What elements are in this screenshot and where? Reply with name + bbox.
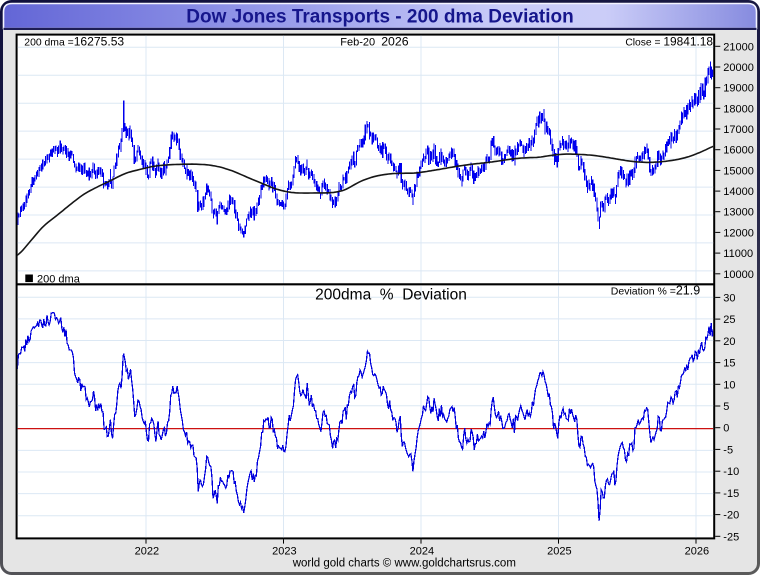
svg-text:17000: 17000 <box>723 124 754 136</box>
svg-text:0: 0 <box>723 423 729 435</box>
svg-text:2023: 2023 <box>272 546 296 558</box>
svg-text:25: 25 <box>723 314 735 326</box>
svg-text:-5: -5 <box>723 444 733 456</box>
svg-text:10000: 10000 <box>723 269 754 281</box>
svg-text:-25: -25 <box>723 531 739 543</box>
svg-text:2024: 2024 <box>410 546 434 558</box>
svg-text:Dow Jones Transports - 200 dma: Dow Jones Transports - 200 dma Deviation <box>186 6 574 27</box>
svg-text:200dma % Deviation: 200dma % Deviation <box>315 287 467 304</box>
svg-text:30: 30 <box>723 292 735 304</box>
svg-text:2022: 2022 <box>135 546 159 558</box>
svg-text:15: 15 <box>723 358 735 370</box>
svg-text:14000: 14000 <box>723 186 754 198</box>
svg-text:20: 20 <box>723 336 735 348</box>
svg-text:200 dma =16275.53: 200 dma =16275.53 <box>24 35 124 49</box>
svg-text:2025: 2025 <box>547 546 571 558</box>
svg-text:Deviation % =21.9: Deviation % =21.9 <box>611 284 700 298</box>
svg-text:15000: 15000 <box>723 165 754 177</box>
svg-text:19000: 19000 <box>723 83 754 95</box>
svg-text:world gold charts © www.goldch: world gold charts © www.goldchartsrus.co… <box>292 558 516 570</box>
svg-text:16000: 16000 <box>723 145 754 157</box>
svg-text:Feb-20 2026: Feb-20 2026 <box>340 34 408 48</box>
svg-text:11000: 11000 <box>723 248 753 260</box>
svg-text:20000: 20000 <box>723 62 754 74</box>
svg-text:-20: -20 <box>723 510 739 522</box>
svg-text:5: 5 <box>723 401 729 413</box>
svg-text:200 dma: 200 dma <box>37 274 81 286</box>
svg-text:2026: 2026 <box>685 546 709 558</box>
svg-text:12000: 12000 <box>723 227 754 239</box>
svg-text:18000: 18000 <box>723 103 754 115</box>
svg-text:10: 10 <box>723 379 735 391</box>
svg-text:21000: 21000 <box>723 41 754 53</box>
svg-text:-10: -10 <box>723 466 739 478</box>
svg-text:13000: 13000 <box>723 207 754 219</box>
svg-text:Close = 19841.18: Close = 19841.18 <box>625 35 713 49</box>
svg-text:-15: -15 <box>723 488 739 500</box>
